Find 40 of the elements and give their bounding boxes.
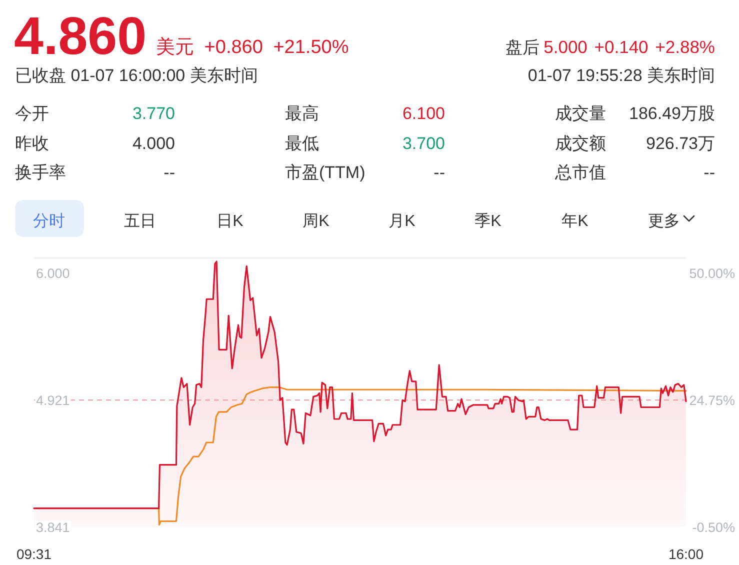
y2-tick-label: 24.75% (689, 392, 735, 408)
text: 昨收 (15, 134, 49, 153)
text: 6.100 (402, 104, 445, 123)
text: 4.860 (14, 7, 147, 66)
text: 5.000 +0.140 +2.88% (544, 37, 715, 57)
text: 总市值 (554, 163, 606, 182)
y-tick-label: 6.000 (36, 266, 70, 282)
y2-tick-label: -0.50% (692, 520, 735, 535)
text: 今开 (15, 104, 49, 123)
x-tick-label: 09:31 (16, 546, 52, 562)
text: 分时 (33, 212, 65, 230)
text: 01-07 19:55:28 美东时间 (528, 66, 715, 85)
x-tick-label: 16:00 (668, 546, 704, 562)
text: 成交额 (555, 134, 606, 153)
text: 成交量 (555, 104, 606, 123)
y2-tick-label: 50.00% (689, 266, 735, 282)
text: 最高 (285, 104, 319, 123)
text: 日K (216, 213, 244, 230)
text: 市盈(TTM) (285, 163, 366, 182)
text: 已收盘 01-07 16:00:00 美东时间 (15, 66, 258, 85)
y-tick-label: 3.841 (36, 520, 70, 535)
y-tick-label: 4.921 (36, 392, 70, 408)
text: -- (164, 163, 175, 182)
text: 盘后 (506, 38, 540, 57)
text: 美元 +0.860 +21.50% (156, 36, 349, 58)
text: 五日 (124, 213, 156, 230)
text: 更多 (648, 212, 680, 230)
text: 最低 (285, 134, 319, 153)
text: 季K (474, 212, 502, 230)
text: 换手率 (15, 163, 66, 182)
text: 3.700 (402, 134, 445, 153)
text: 3.770 (132, 104, 175, 123)
text: 年K (562, 213, 589, 230)
text: -- (704, 163, 715, 182)
text: -- (434, 163, 445, 182)
text: 186.49万股 (629, 104, 715, 123)
text: 周K (302, 213, 330, 230)
text: 4.000 (132, 134, 175, 153)
text: 月K (388, 213, 416, 230)
text: 926.73万 (646, 134, 715, 153)
